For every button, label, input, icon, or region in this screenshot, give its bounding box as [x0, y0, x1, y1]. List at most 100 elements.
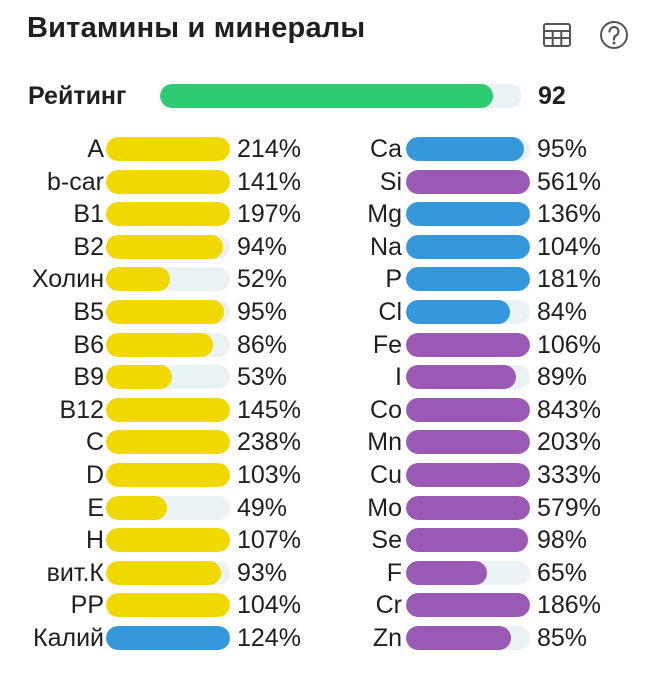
nutrient-name: Калий: [33, 623, 104, 652]
nutrient-percent: 141%: [237, 167, 301, 196]
nutrient-percent: 95%: [237, 297, 288, 326]
nutrient-bar: [406, 625, 530, 650]
nutrient-bar-fill: [106, 397, 230, 422]
nutrient-percent: 203%: [537, 428, 601, 457]
nutrient-percent: 238%: [237, 428, 301, 457]
nutrient-name: Si: [379, 167, 402, 196]
nutrient-name: Se: [371, 526, 402, 555]
nutrient-bar: [106, 137, 230, 161]
nutrient-bar: [406, 299, 530, 324]
nutrient-bar: [106, 495, 230, 520]
nutrient-bar: [406, 397, 530, 422]
nutrient-percent: 107%: [237, 526, 301, 555]
nutrient-name: D: [85, 460, 104, 489]
nutrient-percent: 49%: [237, 493, 288, 522]
nutrient-bar-fill: [106, 365, 172, 390]
nutrient-name: Cr: [375, 591, 402, 620]
nutrient-percent: 98%: [537, 526, 588, 555]
nutrient-bar: [106, 332, 230, 357]
nutrient-bar: [406, 267, 530, 292]
nutrient-bar-fill: [406, 332, 530, 357]
rating-bar: [160, 84, 522, 108]
nutrient-bar: [106, 234, 230, 259]
nutrient-percent: 86%: [237, 330, 288, 359]
nutrient-percent: 333%: [537, 460, 601, 489]
nutrient-bar-fill: [106, 625, 230, 650]
nutrient-bar: [406, 169, 530, 194]
nutrient-name: F: [386, 558, 402, 587]
nutrient-percent: 84%: [537, 297, 588, 326]
nutrient-bar-fill: [406, 528, 528, 553]
nutrient-percent: 843%: [537, 395, 601, 424]
nutrient-name: Mg: [367, 200, 402, 229]
nutrient-percent: 579%: [537, 493, 601, 522]
nutrient-bar-fill: [406, 169, 530, 194]
nutrient-bar: [106, 593, 230, 618]
nutrient-bar: [406, 137, 530, 161]
nutrient-name: B9: [73, 363, 104, 392]
nutrient-bar-fill: [406, 234, 530, 259]
nutrient-name: B6: [73, 330, 104, 359]
nutrient-name: b-car: [47, 167, 104, 196]
nutrient-bar-fill: [106, 234, 223, 259]
nutrient-bar: [106, 397, 230, 422]
nutrient-name: E: [87, 493, 104, 522]
nutrient-bar-fill: [406, 202, 530, 227]
nutrient-name: B12: [59, 395, 104, 424]
nutrient-name: Mo: [367, 493, 402, 522]
nutrient-percent: 197%: [237, 200, 301, 229]
nutrient-bar-fill: [406, 462, 530, 487]
nutrient-bar-fill: [406, 299, 511, 324]
nutrient-bar-fill: [106, 560, 222, 585]
rating-value: 92: [538, 82, 566, 110]
nutrient-bar: [106, 169, 230, 194]
nutrient-bar-fill: [106, 267, 171, 292]
nutrient-bar-fill: [106, 169, 230, 194]
nutrient-bar-fill: [406, 397, 530, 422]
nutrient-percent: 181%: [537, 265, 601, 294]
nutrient-bar-fill: [106, 528, 230, 553]
nutrient-name: PP: [70, 591, 104, 620]
nutrient-bar: [106, 430, 230, 455]
nutrient-percent: 124%: [237, 623, 301, 652]
nutrient-name: Mn: [367, 428, 402, 457]
nutrient-bar-fill: [406, 137, 524, 161]
nutrient-bar-fill: [406, 267, 530, 292]
nutrient-bar: [106, 299, 230, 324]
nutrient-percent: 103%: [237, 460, 301, 489]
nutrient-bar: [106, 560, 230, 585]
nutrient-bar-fill: [106, 430, 230, 455]
nutrient-name: B1: [73, 200, 104, 229]
nutrient-name: вит.К: [46, 558, 104, 587]
nutrient-percent: 145%: [237, 395, 301, 424]
nutrient-percent: 89%: [537, 363, 588, 392]
nutrient-name: C: [85, 428, 104, 457]
nutrient-name: I: [395, 363, 402, 392]
nutrient-percent: 186%: [537, 591, 601, 620]
nutrient-bar-fill: [406, 560, 487, 585]
nutrient-bar: [106, 462, 230, 487]
nutrient-bar: [406, 202, 530, 227]
nutrient-percent: 561%: [537, 167, 601, 196]
nutrient-bar-fill: [406, 365, 517, 390]
nutrient-name: Cu: [370, 460, 402, 489]
nutrient-bar: [406, 365, 530, 390]
nutrient-bar: [106, 202, 230, 227]
nutrient-bar-fill: [106, 299, 224, 324]
nutrient-bar: [106, 365, 230, 390]
rating-bar-fill: [160, 84, 494, 108]
nutrient-bar: [406, 234, 530, 259]
help-icon[interactable]: [598, 19, 630, 51]
nutrient-bar: [406, 495, 530, 520]
nutrient-percent: 65%: [537, 558, 588, 587]
table-icon[interactable]: [541, 19, 573, 51]
nutrient-bar: [406, 462, 530, 487]
page-title: Витамины и минералы: [27, 12, 366, 44]
nutrient-bar-fill: [406, 625, 512, 650]
nutrient-bar: [406, 560, 530, 585]
nutrient-bar-fill: [406, 430, 530, 455]
nutrient-percent: 104%: [237, 591, 301, 620]
nutrient-percent: 93%: [237, 558, 288, 587]
rating-label: Рейтинг: [28, 82, 127, 110]
nutrient-bar-fill: [106, 593, 230, 618]
